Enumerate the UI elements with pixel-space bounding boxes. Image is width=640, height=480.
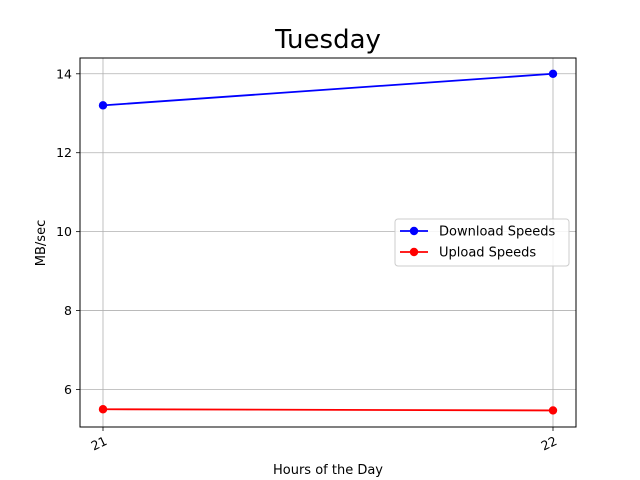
data-point-upload-speeds — [98, 405, 108, 414]
y-axis-label: MB/sec — [34, 220, 49, 266]
x-tick-label: 21 — [89, 433, 110, 453]
plot-frame — [79, 57, 577, 428]
y-tick-label: 6 — [64, 382, 72, 397]
legend-marker-download-speeds — [409, 226, 419, 236]
data-point-download-speeds — [98, 101, 108, 110]
data-point-download-speeds — [548, 69, 558, 78]
y-tick-label: 14 — [56, 66, 72, 81]
series-line-upload-speeds — [102, 408, 554, 412]
legend-box — [394, 218, 570, 267]
series-line-download-speeds — [102, 72, 554, 107]
y-tick-label: 12 — [56, 145, 72, 160]
legend: Download Speeds Upload Speeds — [394, 218, 570, 267]
legend-label-upload-speeds: Upload Speeds — [439, 246, 536, 261]
data-point-upload-speeds — [548, 406, 558, 415]
y-axis-ticks: 6 8 10 12 14 — [56, 66, 80, 397]
chart-title: Tuesday — [274, 25, 381, 55]
legend-label-download-speeds: Download Speeds — [439, 225, 556, 240]
x-axis-label: Hours of the Day — [273, 463, 383, 478]
legend-marker-upload-speeds — [409, 247, 419, 257]
y-tick-label: 10 — [56, 224, 72, 239]
x-axis-ticks: 21 22 — [89, 427, 560, 453]
x-tick-label: 22 — [539, 433, 560, 453]
series-layer — [98, 69, 558, 415]
y-tick-label: 8 — [64, 303, 72, 318]
